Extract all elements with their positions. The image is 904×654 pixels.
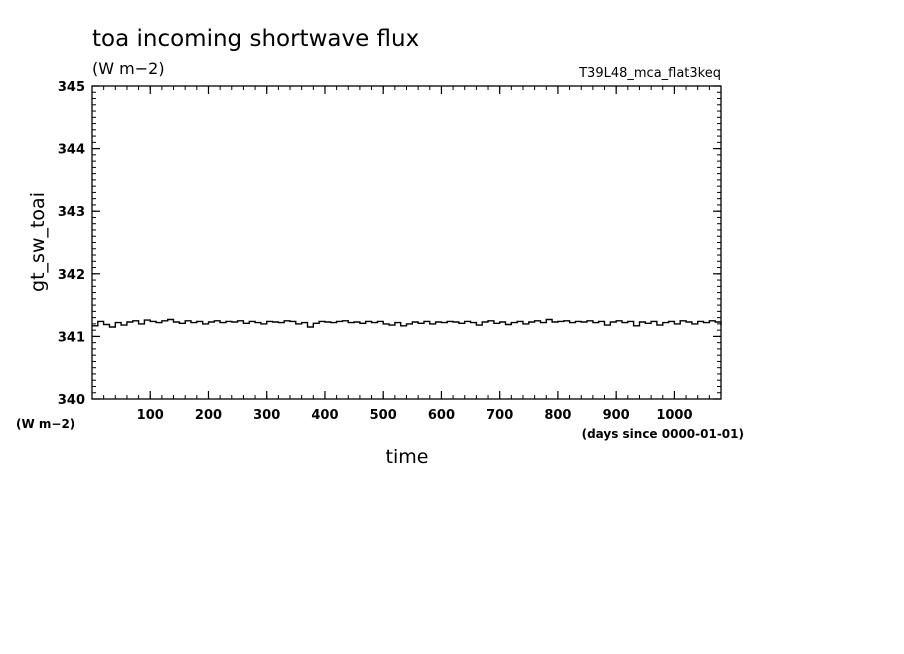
series-line-0	[92, 318, 722, 328]
y-tick-label: 342	[58, 268, 85, 283]
x-axis-label: time	[386, 446, 429, 468]
x-tick-labels: 100 200 300 400 500 600 700 800 900 1000	[137, 408, 693, 423]
x-tick-label: 300	[253, 408, 280, 423]
x-tick-label: 900	[603, 408, 630, 423]
x-tick-label: 700	[486, 408, 513, 423]
chart-subtitle: (W m−2)	[92, 59, 165, 78]
series-layer	[92, 318, 722, 328]
x-tick-label: 800	[544, 408, 571, 423]
y-tick-label: 341	[58, 330, 85, 345]
x-tick-label: 600	[428, 408, 455, 423]
x-tick-label: 200	[195, 408, 222, 423]
x-tick-label: 1000	[656, 408, 692, 423]
y-tick-label: 344	[58, 143, 85, 158]
y-tick-label: 340	[58, 393, 85, 408]
x-axis-units: (days since 0000-01-01)	[582, 427, 744, 441]
run-label: T39L48_mca_flat3keq	[578, 66, 721, 81]
y-tick-label: 345	[58, 80, 85, 95]
y-axis-label: gt_sw_toai	[27, 192, 49, 292]
plot-frame	[91, 85, 722, 400]
y-axis-units: (W m−2)	[16, 417, 75, 431]
y-tick-label: 343	[58, 205, 85, 220]
x-tick-label: 500	[370, 408, 397, 423]
y-tick-labels: 340 341 342 343 344 345	[58, 80, 85, 408]
x-tick-label: 100	[137, 408, 164, 423]
x-tick-label: 400	[311, 408, 338, 423]
chart-title: toa incoming shortwave flux	[92, 26, 419, 52]
